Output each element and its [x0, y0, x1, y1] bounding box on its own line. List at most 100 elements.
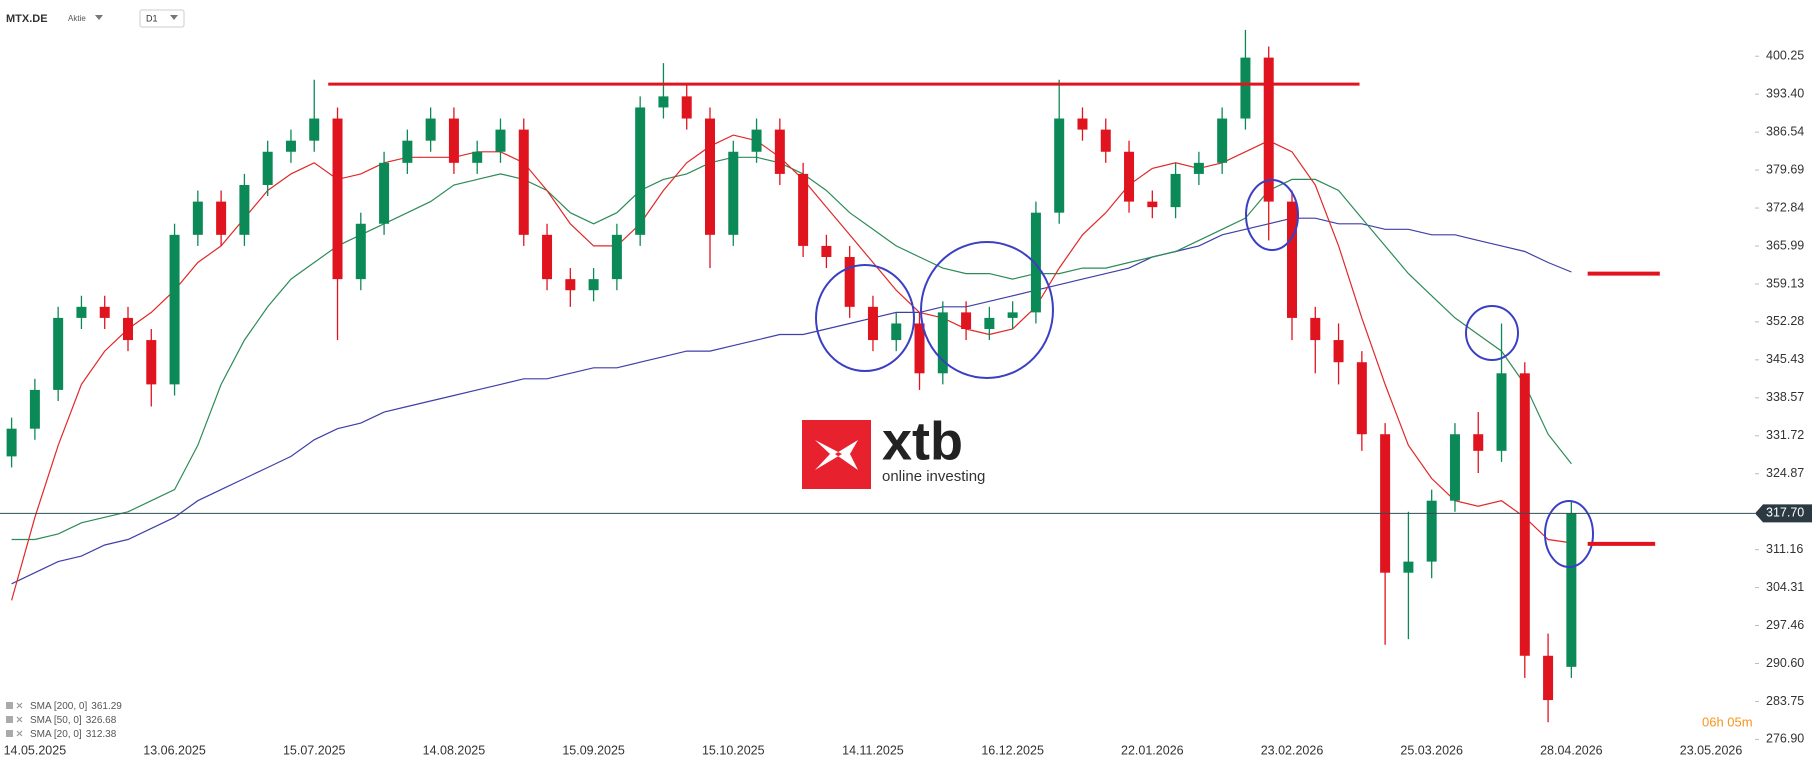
- candle-body: [1426, 500, 1437, 562]
- symbol[interactable]: MTX.DE: [6, 13, 48, 25]
- y-tick-label: 372.84: [1766, 200, 1804, 214]
- candle-body: [1054, 118, 1065, 213]
- candle-body: [1147, 201, 1158, 208]
- candle-body: [1287, 201, 1297, 318]
- candle-body: [1519, 373, 1530, 656]
- dropdown-arrow[interactable]: [95, 15, 103, 20]
- candle-body: [1449, 434, 1460, 501]
- candle-body: [169, 234, 180, 385]
- legend-close[interactable]: [16, 702, 23, 709]
- x-tick-label: 15.10.2025: [702, 743, 765, 757]
- candle-body: [1124, 151, 1135, 202]
- x-tick-label: 15.07.2025: [283, 743, 346, 757]
- candle-body: [216, 201, 227, 235]
- legend-entry: SMA [200, 0] 361.29: [30, 701, 122, 712]
- candle-body: [1380, 434, 1391, 573]
- candle-body: [1170, 173, 1181, 208]
- legend-entry: SMA [20, 0] 312.38: [30, 729, 117, 740]
- candle-body: [425, 118, 436, 141]
- y-tick-label: 311.16: [1766, 542, 1803, 556]
- candle-body: [798, 173, 809, 246]
- legend-icon[interactable]: [6, 702, 13, 709]
- candle-body: [1333, 340, 1344, 363]
- candle-body: [332, 118, 343, 280]
- candle-body: [146, 340, 157, 385]
- dropdown-arrow[interactable]: [170, 15, 178, 20]
- legend-value: 326.68: [86, 715, 117, 726]
- candle-body: [681, 96, 692, 119]
- countdown: 06h 05m: [1702, 714, 1753, 729]
- candle-layer: [6, 29, 1577, 723]
- last-price-tag: [1755, 504, 1812, 523]
- instrument-selector[interactable]: MTX.DE Aktie D1: [6, 9, 185, 28]
- candle-body: [1473, 434, 1484, 451]
- y-tick-label: 386.54: [1766, 124, 1804, 138]
- legend-value: 361.29: [91, 701, 122, 712]
- candle-body: [192, 201, 203, 235]
- timeframe-box[interactable]: [139, 9, 185, 28]
- candle-body: [565, 279, 576, 291]
- legend-close[interactable]: [16, 730, 23, 737]
- candle-body: [472, 151, 483, 163]
- candle-body: [355, 223, 366, 280]
- candle-body: [728, 151, 739, 235]
- y-tick-label: 331.72: [1766, 428, 1804, 442]
- x-tick-label: 25.03.2026: [1400, 743, 1463, 757]
- candle-body: [1356, 362, 1367, 435]
- x-tick-label: 14.11.2025: [842, 743, 904, 757]
- y-tick-label: 379.69: [1766, 162, 1804, 176]
- y-tick-label: 400.25: [1766, 49, 1804, 63]
- candle-body: [123, 317, 133, 341]
- candle-body: [402, 140, 413, 163]
- candle-body: [705, 118, 715, 235]
- candle-body: [1496, 373, 1507, 451]
- candle-body: [53, 317, 64, 390]
- candle-body: [1100, 129, 1111, 152]
- candle-body: [821, 245, 832, 257]
- candle-body: [1310, 317, 1321, 341]
- annotation-layer: [328, 82, 1660, 568]
- logo-x: [815, 440, 858, 470]
- timeframe[interactable]: D1: [146, 13, 158, 23]
- highlight-circle: [815, 264, 915, 372]
- candle-body: [937, 312, 948, 374]
- candle-body: [1193, 162, 1204, 174]
- candle-body: [635, 107, 646, 235]
- candle-body: [1403, 561, 1414, 573]
- highlight-circle: [1465, 305, 1519, 361]
- tagline: online investing: [882, 468, 985, 485]
- candle-body: [751, 129, 762, 152]
- candle-body: [99, 306, 110, 318]
- legend-icon[interactable]: [6, 730, 13, 737]
- legend-name: SMA [200, 0]: [30, 701, 87, 712]
- y-tick-label: 352.28: [1766, 314, 1804, 328]
- legend-icon[interactable]: [6, 716, 13, 723]
- candle-body: [588, 279, 599, 291]
- candle-body: [76, 306, 87, 318]
- candle-body: [611, 234, 622, 280]
- candle-body: [1240, 57, 1251, 119]
- candle-body: [774, 129, 785, 174]
- candle-body: [867, 306, 878, 341]
- candle-body: [1217, 118, 1228, 163]
- candle-body: [658, 96, 669, 108]
- y-tick-label: 297.46: [1766, 618, 1804, 632]
- candle-body: [262, 151, 273, 185]
- watermark: xtb online investing: [802, 411, 985, 489]
- candle-body: [844, 256, 855, 307]
- candle-body: [285, 140, 296, 152]
- instrument-type: Aktie: [68, 14, 86, 23]
- y-tick-label: 345.43: [1766, 352, 1804, 366]
- candle-body: [1077, 118, 1088, 130]
- x-tick-label: 16.12.2025: [981, 743, 1044, 757]
- candle-body: [379, 162, 390, 224]
- y-tick-label: 276.90: [1766, 732, 1804, 746]
- x-tick-label: 15.09.2025: [562, 743, 625, 757]
- x-tick-label: 22.01.2026: [1121, 743, 1184, 757]
- x-tick-label: 14.05.2025: [4, 743, 67, 757]
- candle-body: [309, 118, 320, 141]
- candle-body: [6, 428, 17, 457]
- legend-close[interactable]: [16, 716, 23, 723]
